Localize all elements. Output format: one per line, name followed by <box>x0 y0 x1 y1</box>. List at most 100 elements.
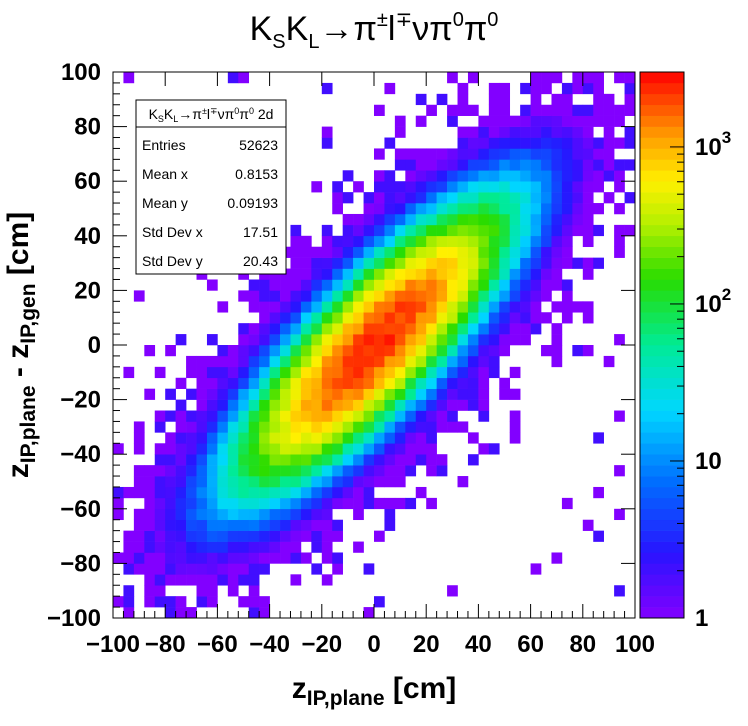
heatmap-cell <box>248 552 260 564</box>
heatmap-cell <box>447 312 458 324</box>
heatmap-cell <box>353 388 364 400</box>
heatmap-cell <box>499 224 511 237</box>
heatmap-cell <box>405 312 417 324</box>
heatmap-cell <box>342 334 354 346</box>
heatmap-cell <box>123 366 135 379</box>
heatmap-cell <box>426 454 437 466</box>
heatmap-cell <box>572 170 584 182</box>
heatmap-cell <box>467 104 479 116</box>
heatmap-cell <box>259 421 270 433</box>
heatmap-cell <box>363 476 375 488</box>
heatmap-cell <box>520 148 531 160</box>
heatmap-cell <box>363 279 375 291</box>
heatmap-cell <box>436 203 448 215</box>
heatmap-cell <box>520 213 531 226</box>
heatmap-cell <box>353 508 364 521</box>
heatmap-cell <box>311 432 323 444</box>
heatmap-cell <box>206 552 218 564</box>
heatmap-cell <box>290 257 302 269</box>
heatmap-cell <box>238 563 250 575</box>
heatmap-cell <box>353 279 364 291</box>
heatmap-cell <box>478 410 490 422</box>
heatmap-cell <box>447 224 458 237</box>
heatmap-cell <box>561 279 573 291</box>
heatmap-cell <box>342 486 354 499</box>
heatmap-cell <box>259 563 270 575</box>
heatmap-cell <box>426 301 437 313</box>
heatmap-cell <box>561 181 573 193</box>
heatmap-cell <box>394 224 406 237</box>
heatmap-cell <box>551 257 563 269</box>
heatmap-cell <box>467 192 479 204</box>
x-axis-title: zIP,plane [cm] <box>292 672 457 710</box>
heatmap-cell <box>144 486 156 499</box>
heatmap-cell <box>467 137 479 149</box>
heatmap-cell <box>374 235 385 248</box>
heatmap-cell <box>530 72 542 84</box>
heatmap-cell <box>405 323 417 335</box>
heatmap-cell <box>530 126 542 138</box>
heatmap-cell <box>457 279 469 291</box>
heatmap-cell <box>363 224 375 237</box>
heatmap-cell <box>311 334 323 346</box>
heatmap-cell <box>217 454 229 466</box>
color-scale-segment <box>640 334 684 346</box>
heatmap-cell <box>374 257 385 269</box>
heatmap-cell <box>384 323 396 335</box>
heatmap-cell <box>300 345 312 357</box>
heatmap-cell <box>467 366 479 379</box>
heatmap-cell <box>467 388 479 400</box>
heatmap-cell <box>123 72 135 84</box>
heatmap-cell <box>530 181 542 193</box>
heatmap-cell <box>165 432 176 444</box>
heatmap-cell <box>175 443 187 455</box>
heatmap-cell <box>405 497 417 510</box>
heatmap-cell <box>436 93 448 106</box>
heatmap-cell <box>447 181 458 193</box>
heatmap-cell <box>363 486 375 499</box>
heatmap-cell <box>165 454 176 466</box>
heatmap-cell <box>488 170 500 182</box>
heatmap-cell <box>603 126 615 138</box>
heatmap-cell <box>551 334 563 346</box>
heatmap-cell <box>488 115 500 127</box>
y-axis-title: zIP,plane - zIP,gen [cm] <box>2 212 40 479</box>
heatmap-cell <box>186 432 197 444</box>
stats-row-value: 0.8153 <box>235 166 278 182</box>
color-scale-bar <box>639 71 685 619</box>
heatmap-cell <box>300 432 312 444</box>
heatmap-cell <box>217 345 229 357</box>
heatmap-cell <box>384 334 396 346</box>
heatmap-cell <box>300 410 312 422</box>
heatmap-cell <box>436 312 448 324</box>
heatmap-cell <box>614 104 625 116</box>
stats-row-value: 52623 <box>239 137 278 153</box>
heatmap-cell <box>541 268 552 280</box>
heatmap-cell <box>488 203 500 215</box>
heatmap-cell <box>321 366 333 379</box>
heatmap-cell <box>530 93 542 106</box>
heatmap-cell <box>520 334 531 346</box>
heatmap-cell <box>447 366 458 379</box>
heatmap-cell <box>332 399 343 411</box>
color-scale-segment <box>640 607 684 619</box>
heatmap-cell <box>269 432 281 444</box>
heatmap-cell <box>259 454 270 466</box>
heatmap-cell <box>478 312 490 324</box>
heatmap-cell <box>332 355 343 368</box>
heatmap-cell <box>405 192 417 204</box>
heatmap-cell <box>436 334 448 346</box>
heatmap-cell <box>551 72 563 84</box>
heatmap-cell <box>290 235 302 248</box>
heatmap-cell <box>342 388 354 400</box>
heatmap-cell <box>342 454 354 466</box>
heatmap-cell <box>457 377 469 389</box>
heatmap-cell <box>332 454 343 466</box>
heatmap-cell <box>206 497 218 510</box>
heatmap-cell <box>582 170 594 182</box>
heatmap-cell <box>415 421 427 433</box>
heatmap-cell <box>509 312 521 324</box>
heatmap-cell <box>467 290 479 302</box>
heatmap-cell <box>561 93 573 106</box>
heatmap-cell <box>541 279 552 291</box>
